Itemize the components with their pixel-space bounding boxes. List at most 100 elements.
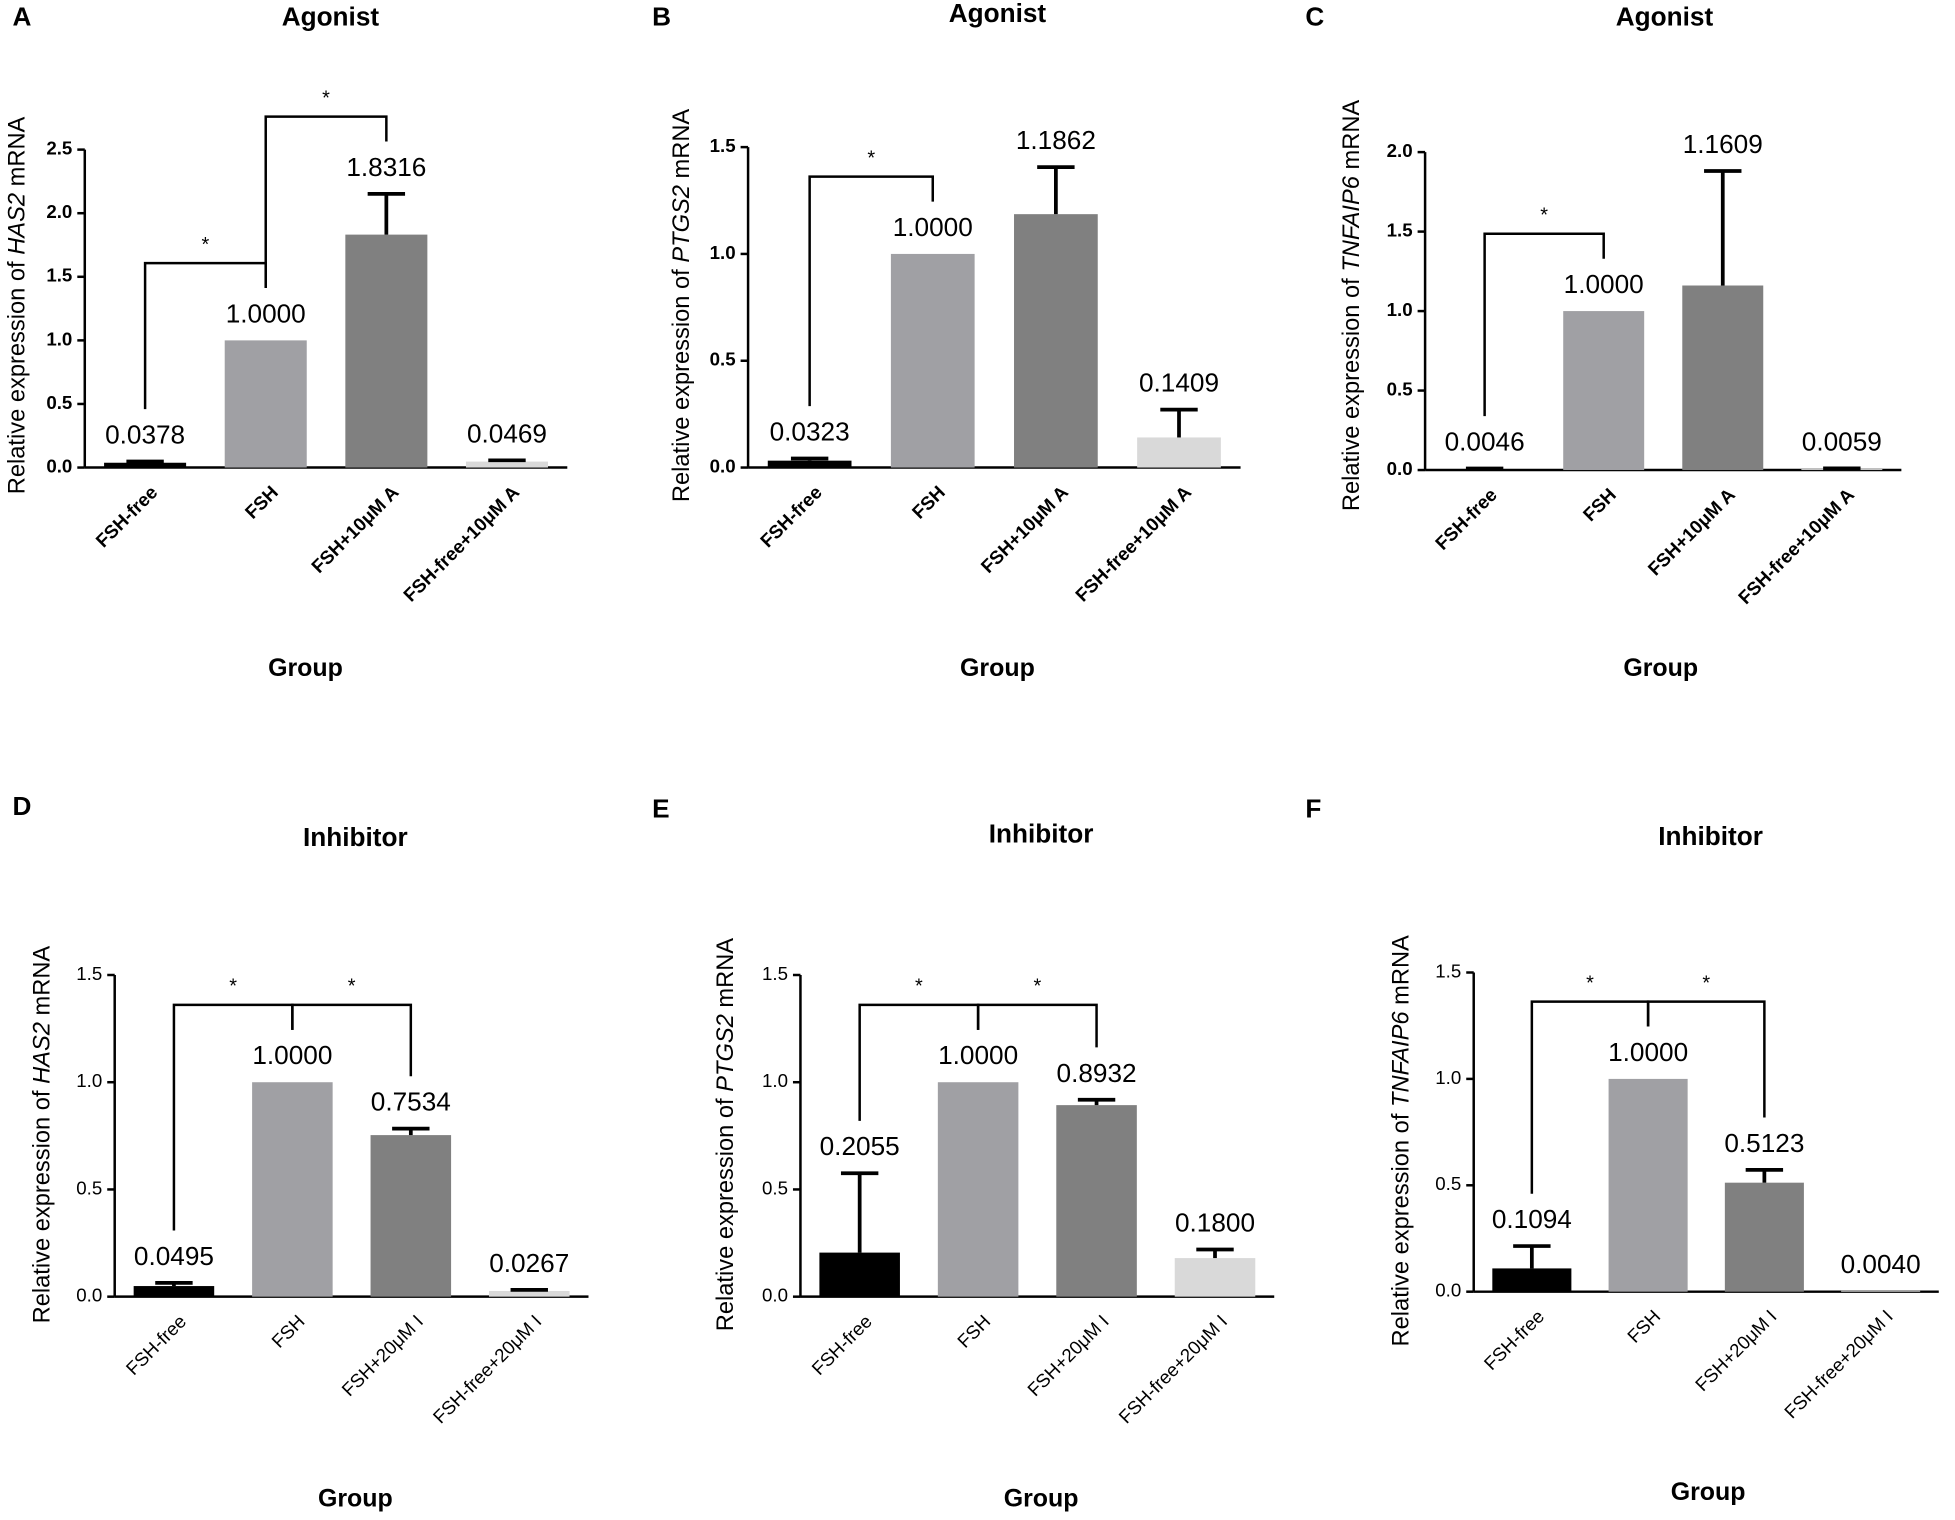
x-tick-label: FSH-free+10μM A [1071,481,1195,605]
panel: D Inhibitor Relative expression of HAS2 mR… [12,791,589,1512]
y-tick-label: 0.5 [46,392,72,413]
y-tick-label: 0.0 [76,1285,102,1306]
chart-title: Inhibitor [989,818,1094,848]
panel-letter: D [12,791,31,821]
y-tick-label: 0.5 [76,1177,102,1198]
significance-label: * [348,976,356,998]
value-label: 1.0000 [893,212,973,242]
value-label: 0.0040 [1841,1249,1921,1279]
y-axis-label: Relative expression of TNFAIP6 mRNA [1339,100,1365,512]
bar [488,1290,570,1297]
x-tick-label: FSH+20μM I [1023,1311,1113,1401]
x-tick-label: FSH-free+10μM A [1734,484,1858,608]
x-tick-label: FSH+10μM A [977,481,1073,577]
panel: B Agonist Relative expression of PTGS2 mRN… [652,0,1241,682]
y-tick-label: 1.5 [1387,220,1413,241]
x-axis-label: Group [318,1484,393,1512]
value-label: 1.1862 [1016,125,1096,155]
value-label: 1.0000 [252,1040,332,1070]
chart-title: Inhibitor [1658,821,1763,851]
bar [465,461,548,468]
panel: C Agonist Relative expression of TNFAIP6 m… [1305,2,1902,682]
panel: F Inhibitor Relative expression of TNFAIP6… [1305,793,1939,1506]
chart-title: Agonist [949,0,1047,28]
significance-label: * [915,976,923,998]
y-axis-label-part: mRNA [5,116,31,192]
x-tick-label: FSH [908,481,949,522]
x-tick-label: FSH-free [1431,484,1501,554]
x-tick-label: FSH [241,481,282,522]
y-axis-label-part: Relative expression of [1389,1107,1415,1346]
y-tick-label: 1.0 [762,1070,788,1091]
bar [937,1082,1019,1297]
x-tick-label: FSH [953,1311,994,1352]
bar [767,460,852,468]
panel-letter: A [12,2,31,32]
bar [345,234,428,468]
value-label: 0.0378 [105,419,185,449]
y-axis-label: Relative expression of HAS2 mRNA [5,116,31,494]
x-tick-label: FSH-free [1480,1306,1548,1374]
significance-label: * [322,87,330,109]
bar [1174,1258,1256,1297]
value-label: 1.0000 [1608,1037,1688,1067]
bar [1056,1105,1137,1297]
value-label: 1.1609 [1683,129,1763,159]
bar [1137,437,1221,468]
value-label: 1.0000 [226,298,306,328]
panel-letter: C [1305,2,1324,32]
y-axis-label-part: PTGS2 [669,185,695,263]
bar [890,253,975,468]
x-tick-label: FSH-free [756,481,826,551]
value-label: 0.0059 [1802,426,1882,456]
x-tick-label: FSH-free+20μM I [429,1311,546,1428]
value-label: 1.8316 [346,152,426,182]
y-tick-label: 1.0 [710,242,736,263]
x-axis-label: Group [1004,1484,1079,1512]
x-tick-label: FSH-free [91,481,161,551]
y-tick-label: 1.5 [710,135,736,156]
significance-bracket [1483,232,1605,417]
y-axis-label-part: PTGS2 [713,1014,739,1092]
y-axis-label-part: Relative expression of [5,255,31,494]
value-label: 0.8932 [1057,1058,1137,1088]
y-axis-label-part: Relative expression of [713,1092,739,1331]
value-label: 0.5123 [1724,1128,1804,1158]
x-tick-label: FSH [267,1311,308,1352]
bar [819,1252,900,1297]
y-axis-label-part: Relative expression of [30,1084,56,1323]
panel: A Agonist Relative expression of HAS2 mRNA… [5,2,568,682]
significance-bracket [976,1003,1098,1048]
y-tick-label: 1.5 [76,963,102,984]
y-tick-label: 1.0 [1387,299,1413,320]
value-label: 0.0267 [489,1248,569,1278]
bar [133,1286,215,1297]
y-tick-label: 0.0 [1387,458,1413,479]
significance-bracket [264,115,388,289]
y-axis-label-part: Relative expression of [1339,272,1365,511]
y-axis-label: Relative expression of HAS2 mRNA [30,946,56,1324]
bar [1492,1268,1572,1292]
value-label: 0.7534 [371,1087,451,1117]
bar [1563,311,1645,471]
chart-title: Inhibitor [303,822,408,852]
y-axis-label-part: HAS2 [5,193,31,255]
x-tick-label: FSH+20μM I [1691,1306,1781,1396]
value-label: 1.0000 [938,1040,1018,1070]
y-tick-label: 0.5 [1387,378,1413,399]
bar [1014,214,1098,468]
significance-label: * [1540,205,1548,227]
y-axis-label-part: HAS2 [30,1022,56,1084]
x-axis-label: Group [1671,1478,1746,1506]
x-tick-label: FSH+20μM I [337,1311,427,1401]
x-axis-label: Group [268,654,343,682]
significance-bracket [291,1003,413,1077]
y-axis-label-part: TNFAIP6 [1389,1011,1415,1107]
value-label: 0.0469 [467,418,547,448]
bar [1608,1078,1688,1292]
bar [104,462,187,468]
y-axis-label-part: mRNA [713,938,739,1014]
bar [370,1135,452,1297]
